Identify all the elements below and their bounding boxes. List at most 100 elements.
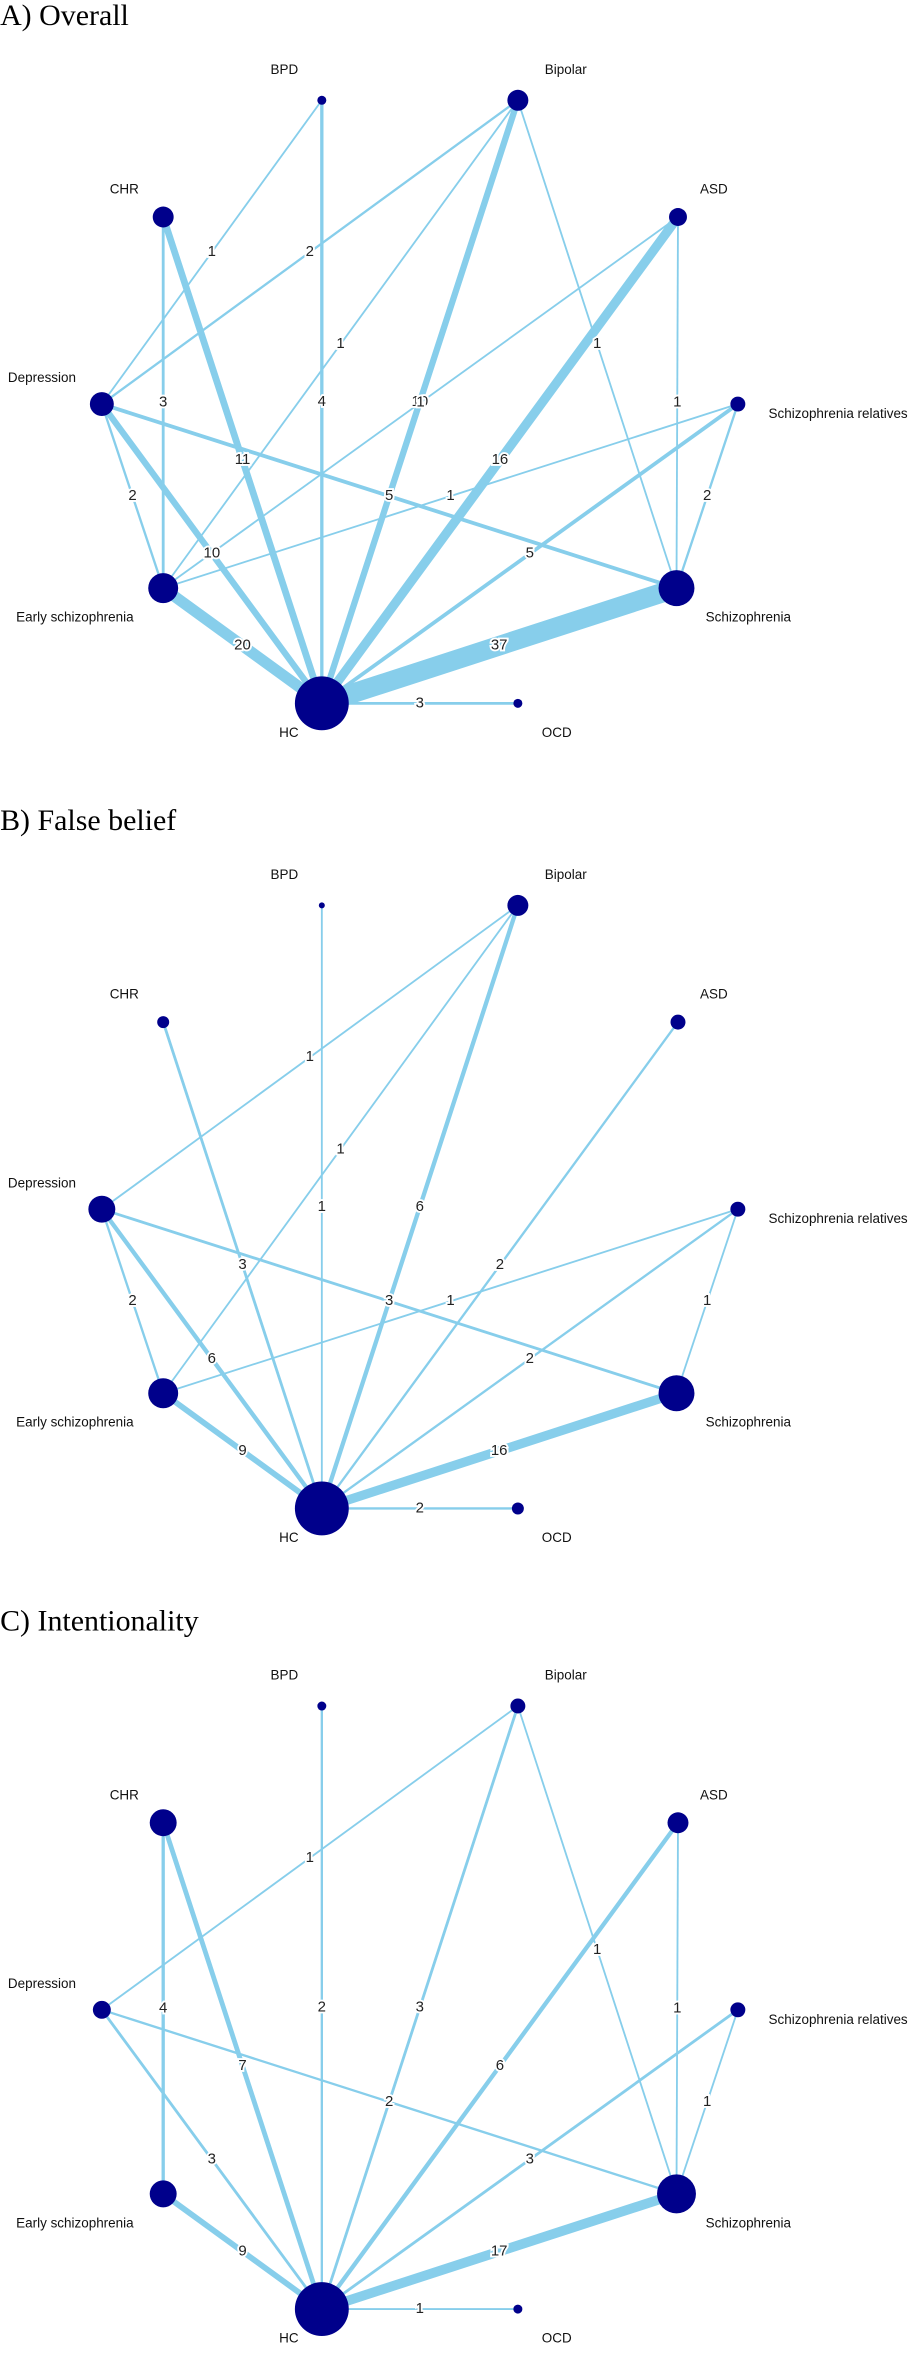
panel-title: C) Intentionality [0,1605,199,1638]
panel-title: B) False belief [0,804,176,837]
edge-label: 5 [526,545,534,562]
node [513,2304,523,2314]
edge [318,578,680,713]
node [88,1195,116,1223]
edge-label: 37 [491,637,508,654]
edge-label: 1 [593,1941,601,1958]
edge [318,99,521,705]
edge [319,904,520,1510]
node [657,2174,696,2214]
edge-label: 2 [306,243,314,260]
edge-label: 3 [416,694,424,711]
node-label: CHR [110,1787,139,1802]
node-label: BPD [271,1668,299,1683]
node-label: Depression [8,370,76,385]
edge [161,1390,324,1511]
edge-label: 2 [496,1256,504,1273]
node [507,894,529,916]
node [149,1809,177,1837]
node [152,206,174,228]
node-label: Schizophrenia relatives [769,2012,908,2027]
node [89,392,114,417]
edge-label: 1 [673,394,681,411]
edge [320,402,739,705]
node-label: Bipolar [545,62,587,77]
edge-label: 1 [208,243,216,260]
edge-label: 16 [492,451,509,468]
edge-label: 10 [412,393,429,410]
edge [162,1208,739,1395]
node-label: Bipolar [545,867,587,882]
edge-label: 1 [336,1140,344,1157]
node [317,1701,327,1711]
edge-label: 2 [703,487,711,504]
node-label: Schizophrenia [706,610,792,625]
node-label: HC [279,725,299,740]
node [670,1014,686,1030]
node-label: ASD [700,182,728,197]
edge-label: 1 [446,487,454,504]
edge [516,1705,678,2195]
edge [320,1821,680,2311]
edge-label: 6 [416,1198,424,1215]
edge [101,402,678,590]
edge-label: 3 [416,1999,424,2016]
node-label: Depression [8,1175,76,1190]
node-label: Depression [8,1976,76,1991]
node [318,902,325,909]
edge-label: 1 [318,1198,326,1215]
edge-label: 6 [496,2057,504,2074]
node-label: Early schizophrenia [16,1415,134,1430]
edge-label: 20 [234,637,251,654]
edge-label: 5 [385,487,393,504]
node [510,1698,526,1714]
edge [100,2008,323,2310]
edge [516,99,678,589]
edge-label: 9 [238,1442,246,1459]
node-label: Schizophrenia relatives [769,406,908,421]
edge [320,1021,679,1510]
edge [100,403,165,589]
edge [320,1388,678,1513]
node-label: BPD [271,62,299,77]
node-label: OCD [542,2331,572,2346]
edge [101,1705,519,2011]
node-label: CHR [110,987,139,1002]
edge [318,214,682,707]
edge [675,403,739,589]
node [148,573,179,604]
edge [675,2009,739,2195]
edge-label: 1 [416,2300,424,2317]
edge-label: 6 [208,1350,216,1367]
node [658,570,695,607]
edge-label: 3 [159,394,167,411]
node [157,1016,170,1029]
edge [161,2191,324,2312]
edge-label: 1 [416,394,424,411]
node-label: CHR [110,182,139,197]
node-label: Schizophrenia [706,2215,792,2230]
edge-label: 10 [204,545,221,562]
node [294,2282,349,2337]
node-label: OCD [542,725,572,740]
edge [162,99,519,589]
node [507,89,529,111]
node-label: Early schizophrenia [16,2215,134,2230]
edge-label: 1 [306,1048,314,1065]
edge-label: 7 [238,2057,246,2074]
node [730,2002,746,2018]
edge [100,1207,324,1510]
edge [159,583,326,708]
node [511,1502,524,1515]
edge [160,1821,325,2310]
edge-label: 4 [159,1999,167,2016]
edge-label: 2 [416,1499,424,1516]
edge-label: 1 [673,1999,681,2016]
edge [320,1705,520,2310]
node [294,676,349,731]
edge [162,403,739,590]
node-label: ASD [700,1787,728,1802]
edge [161,1021,324,1509]
node [149,2180,177,2208]
edge-label: 4 [318,393,326,410]
